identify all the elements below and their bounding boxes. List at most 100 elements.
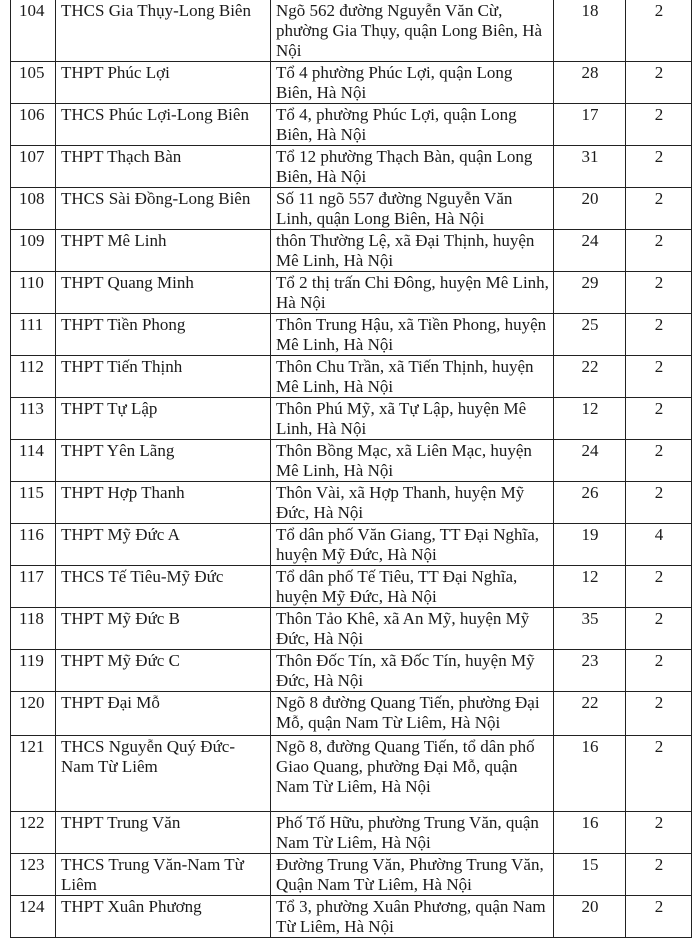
rooms: 2 xyxy=(625,313,692,356)
row-number: 112 xyxy=(10,355,56,398)
table-row: 118 THPT Mỹ Đức B Thôn Tảo Khê, xã An Mỹ, … xyxy=(10,607,692,650)
school-name: THPT Yên Lãng xyxy=(55,439,271,482)
count: 15 xyxy=(553,853,626,896)
address: Thôn Vài, xã Hợp Thanh, huyện Mỹ Đức, Hà… xyxy=(270,481,554,524)
school-name: THCS Phúc Lợi-Long Biên xyxy=(55,103,271,146)
row-number: 118 xyxy=(10,607,56,650)
rooms: 2 xyxy=(625,811,692,854)
address: Tổ 12 phường Thạch Bàn, quận Long Biên, … xyxy=(270,145,554,188)
rooms: 4 xyxy=(625,523,692,566)
count: 20 xyxy=(553,895,626,938)
row-number: 121 xyxy=(10,735,56,812)
rooms: 2 xyxy=(625,397,692,440)
count: 22 xyxy=(553,691,626,736)
row-number: 114 xyxy=(10,439,56,482)
count: 22 xyxy=(553,355,626,398)
address: Thôn Đốc Tín, xã Đốc Tín, huyện Mỹ Đức, … xyxy=(270,649,554,692)
address: Thôn Bồng Mạc, xã Liên Mạc, huyện Mê Lin… xyxy=(270,439,554,482)
address: Đường Trung Văn, Phường Trung Văn, Quận … xyxy=(270,853,554,896)
address: Tổ dân phố Văn Giang, TT Đại Nghĩa, huyệ… xyxy=(270,523,554,566)
count: 12 xyxy=(553,565,626,608)
table-row: 107 THPT Thạch Bàn Tổ 12 phường Thạch Bàn,… xyxy=(10,145,692,188)
count: 24 xyxy=(553,229,626,272)
school-name: THPT Tiền Phong xyxy=(55,313,271,356)
address: Tổ dân phố Tế Tiêu, TT Đại Nghĩa, huyện … xyxy=(270,565,554,608)
rooms: 2 xyxy=(625,145,692,188)
table-row: 115 THPT Hợp Thanh Thôn Vài, xã Hợp Thanh,… xyxy=(10,481,692,524)
rooms: 2 xyxy=(625,895,692,938)
rooms: 2 xyxy=(625,439,692,482)
rooms: 2 xyxy=(625,0,692,62)
count: 25 xyxy=(553,313,626,356)
count: 24 xyxy=(553,439,626,482)
row-number: 111 xyxy=(10,313,56,356)
address: Thôn Phú Mỹ, xã Tự Lập, huyện Mê Linh, H… xyxy=(270,397,554,440)
count: 23 xyxy=(553,649,626,692)
row-number: 109 xyxy=(10,229,56,272)
table-row: 119 THPT Mỹ Đức C Thôn Đốc Tín, xã Đốc Tín… xyxy=(10,649,692,692)
row-number: 106 xyxy=(10,103,56,146)
rooms: 2 xyxy=(625,355,692,398)
row-number: 115 xyxy=(10,481,56,524)
school-name: THCS Gia Thụy-Long Biên xyxy=(55,0,271,62)
count: 18 xyxy=(553,0,626,62)
table-row: 124 THPT Xuân Phương Tổ 3, phường Xuân Phư… xyxy=(10,895,692,938)
row-number: 107 xyxy=(10,145,56,188)
school-name: THPT Mê Linh xyxy=(55,229,271,272)
address: Tổ 2 thị trấn Chi Đông, huyện Mê Linh, H… xyxy=(270,271,554,314)
rooms: 2 xyxy=(625,271,692,314)
row-number: 124 xyxy=(10,895,56,938)
row-number: 123 xyxy=(10,853,56,896)
count: 29 xyxy=(553,271,626,314)
school-name: THPT Mỹ Đức A xyxy=(55,523,271,566)
school-name: THPT Mỹ Đức B xyxy=(55,607,271,650)
row-number: 110 xyxy=(10,271,56,314)
count: 19 xyxy=(553,523,626,566)
school-name: THCS Trung Văn-Nam Từ Liêm xyxy=(55,853,271,896)
table-row: 111 THPT Tiền Phong Thôn Trung Hậu, xã Tiề… xyxy=(10,313,692,356)
school-name: THPT Tự Lập xyxy=(55,397,271,440)
rooms: 2 xyxy=(625,607,692,650)
count: 16 xyxy=(553,735,626,812)
rooms: 2 xyxy=(625,565,692,608)
address: Tổ 4 phường Phúc Lợi, quận Long Biên, Hà… xyxy=(270,61,554,104)
school-name: THCS Sài Đồng-Long Biên xyxy=(55,187,271,230)
table-body: 104 THCS Gia Thụy-Long Biên Ngõ 562 đường … xyxy=(10,0,692,938)
school-name: THCS Tế Tiêu-Mỹ Đức xyxy=(55,565,271,608)
table-row: 110 THPT Quang Minh Tổ 2 thị trấn Chi Đông… xyxy=(10,271,692,314)
table-row: 104 THCS Gia Thụy-Long Biên Ngõ 562 đường … xyxy=(10,0,692,62)
row-number: 104 xyxy=(10,0,56,62)
table-row: 122 THPT Trung Văn Phố Tố Hữu, phường Trun… xyxy=(10,811,692,854)
table-row: 120 THPT Đại Mỗ Ngõ 8 đường Quang Tiến, ph… xyxy=(10,691,692,736)
school-name: THPT Xuân Phương xyxy=(55,895,271,938)
school-name: THPT Thạch Bàn xyxy=(55,145,271,188)
address: Ngõ 8 đường Quang Tiến, phường Đại Mỗ, q… xyxy=(270,691,554,736)
table-row: 108 THCS Sài Đồng-Long Biên Số 11 ngõ 557 … xyxy=(10,187,692,230)
address: Tổ 3, phường Xuân Phương, quận Nam Từ Li… xyxy=(270,895,554,938)
row-number: 122 xyxy=(10,811,56,854)
row-number: 116 xyxy=(10,523,56,566)
rooms: 2 xyxy=(625,649,692,692)
count: 16 xyxy=(553,811,626,854)
count: 12 xyxy=(553,397,626,440)
school-name: THPT Hợp Thanh xyxy=(55,481,271,524)
school-name: THPT Mỹ Đức C xyxy=(55,649,271,692)
count: 26 xyxy=(553,481,626,524)
school-name: THPT Tiến Thịnh xyxy=(55,355,271,398)
row-number: 119 xyxy=(10,649,56,692)
count: 35 xyxy=(553,607,626,650)
table-row: 116 THPT Mỹ Đức A Tổ dân phố Văn Giang, TT… xyxy=(10,523,692,566)
row-number: 108 xyxy=(10,187,56,230)
table-row: 117 THCS Tế Tiêu-Mỹ Đức Tổ dân phố Tế Tiêu… xyxy=(10,565,692,608)
rooms: 2 xyxy=(625,61,692,104)
address: Thôn Trung Hậu, xã Tiền Phong, huyện Mê … xyxy=(270,313,554,356)
table-row: 112 THPT Tiến Thịnh Thôn Chu Trần, xã Tiến… xyxy=(10,355,692,398)
school-name: THPT Phúc Lợi xyxy=(55,61,271,104)
address: Phố Tố Hữu, phường Trung Văn, quận Nam T… xyxy=(270,811,554,854)
row-number: 120 xyxy=(10,691,56,736)
address: Thôn Tảo Khê, xã An Mỹ, huyện Mỹ Đức, Hà… xyxy=(270,607,554,650)
table-row: 106 THCS Phúc Lợi-Long Biên Tổ 4, phường P… xyxy=(10,103,692,146)
rooms: 2 xyxy=(625,691,692,736)
